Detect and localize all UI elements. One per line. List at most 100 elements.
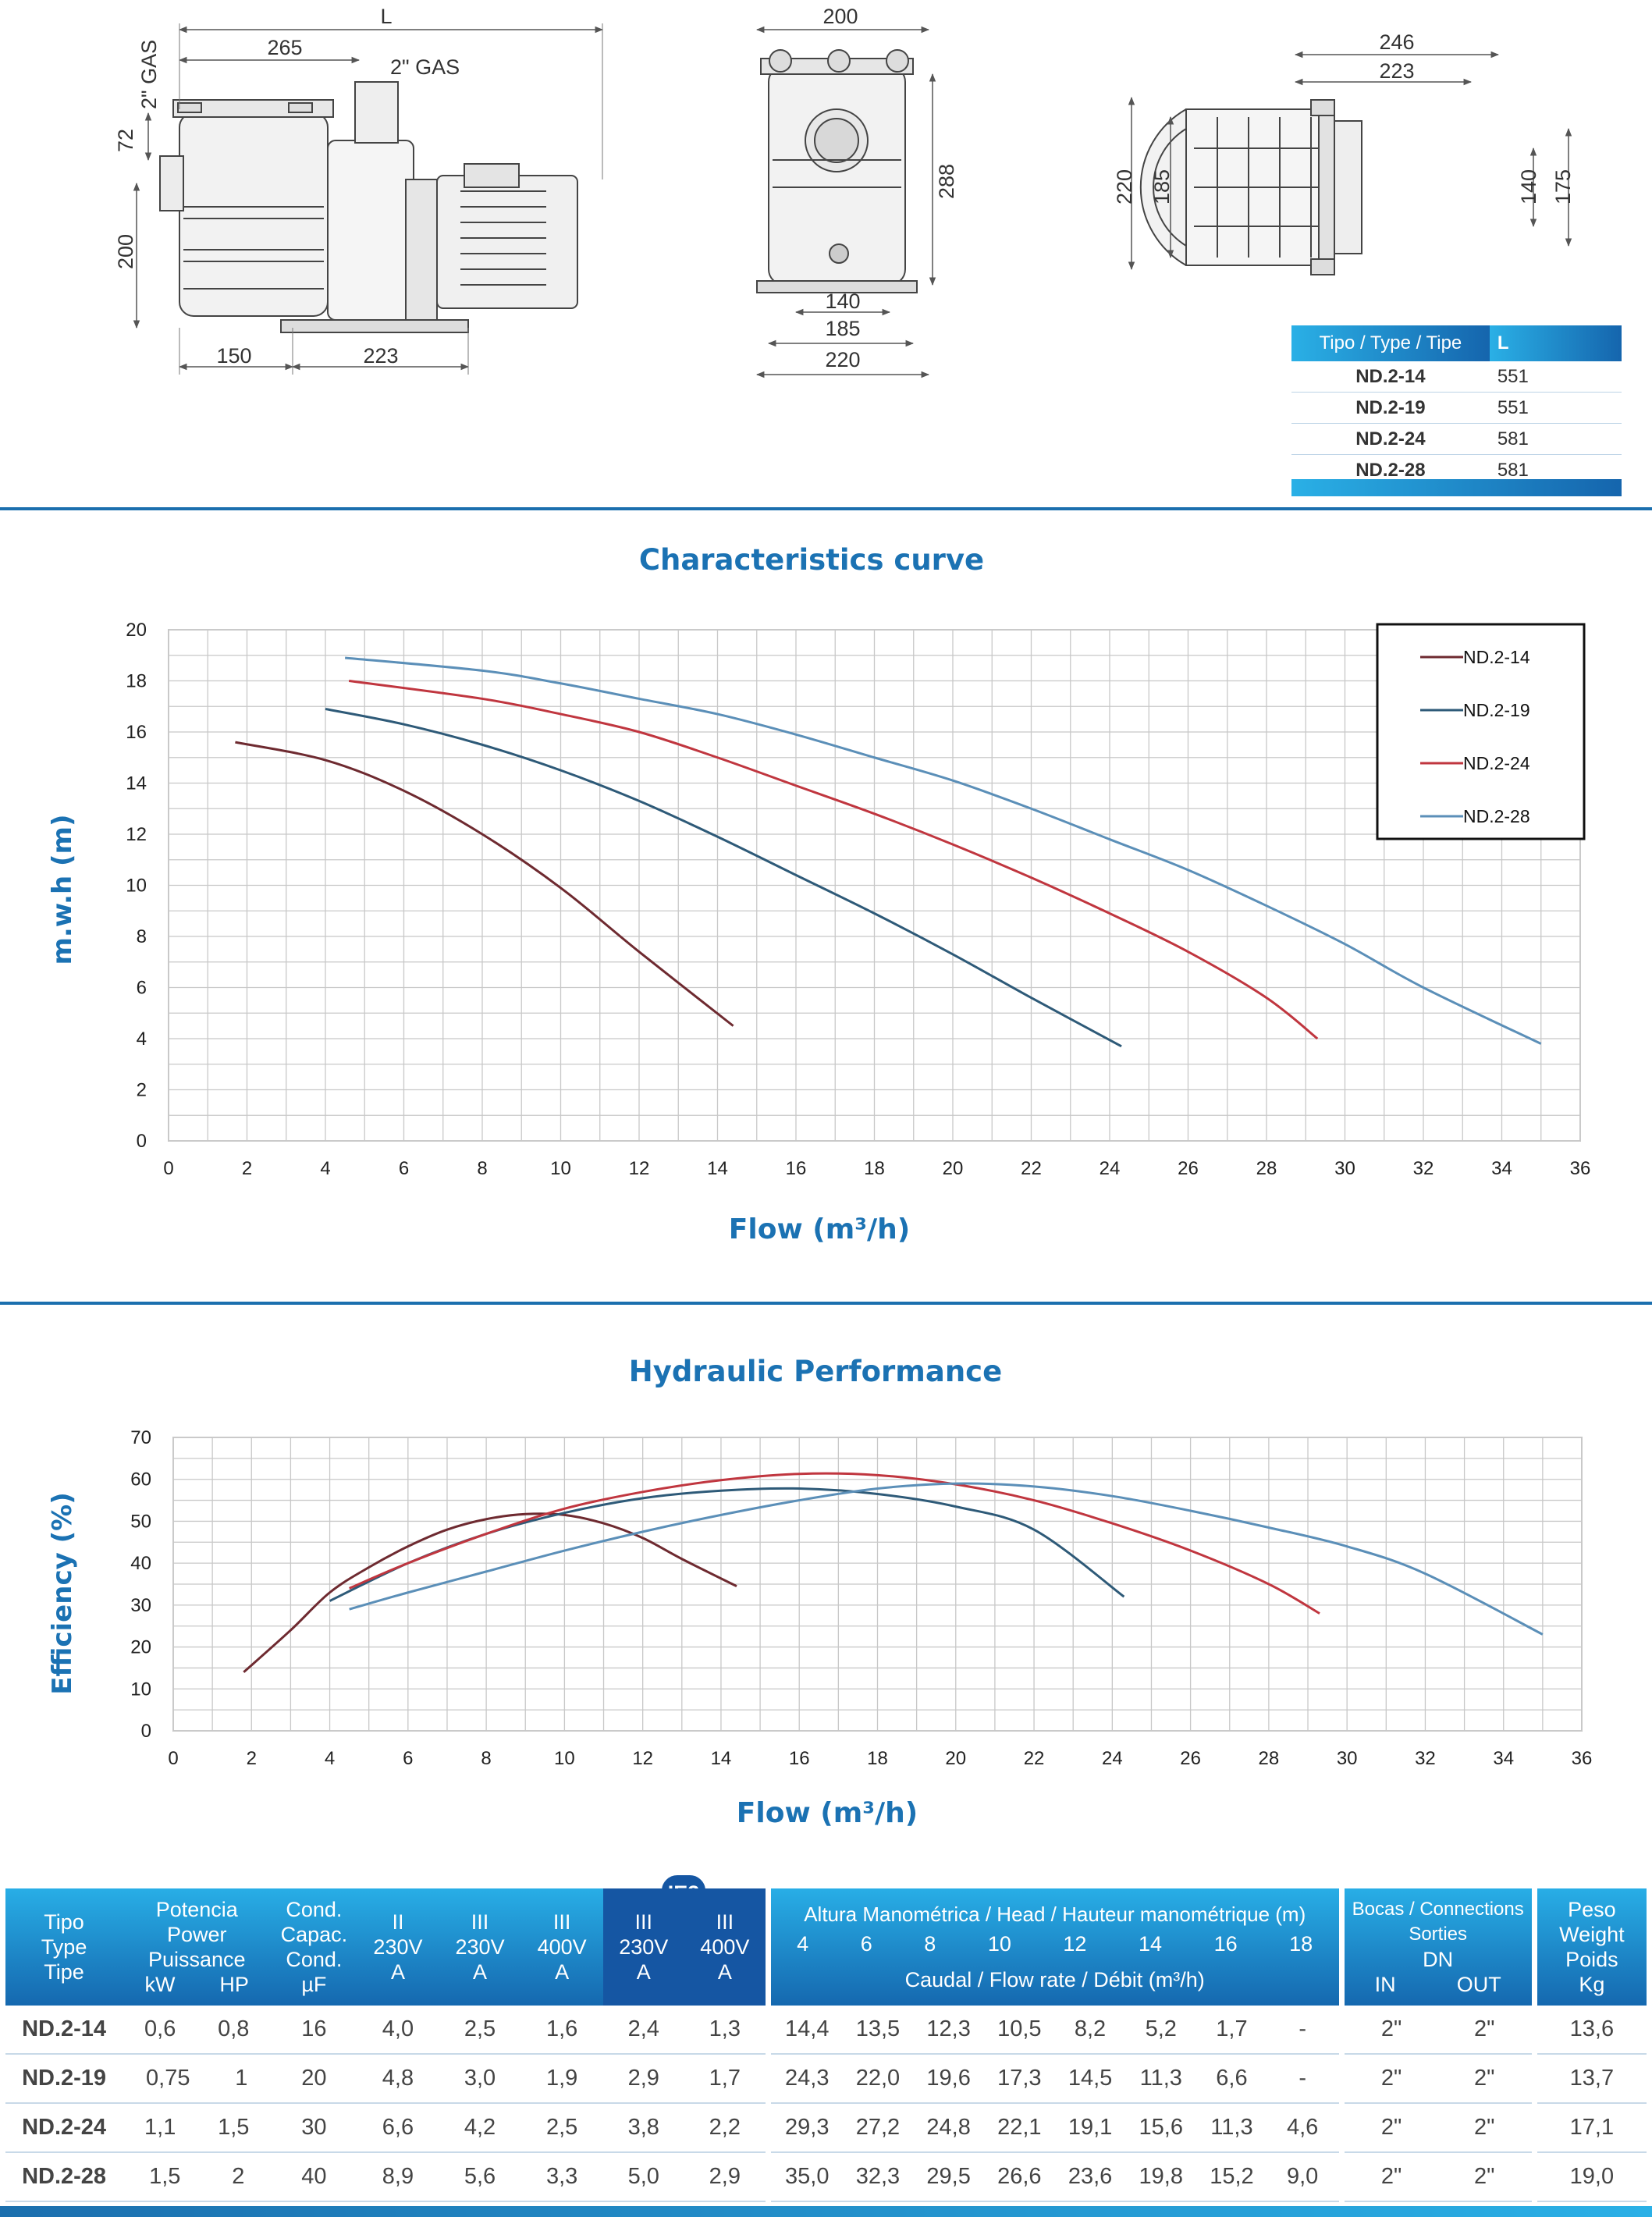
dim-top-223: 223 [1379, 59, 1414, 83]
x-tick-label: 18 [864, 1158, 885, 1179]
header-potencia: Potencia Power Puissance kW HP [123, 1888, 272, 2006]
y-tick-label: 6 [137, 978, 147, 999]
power-kw: 0,6 [144, 2016, 176, 2041]
head-value: 11,3 [1139, 2066, 1182, 2091]
table-cell: 2" 2" [1344, 2104, 1532, 2153]
table-cell: 3,3 [520, 2153, 603, 2202]
table-cell [766, 2153, 771, 2202]
head-value: 29,3 [785, 2115, 830, 2140]
power-hp: 2 [232, 2164, 245, 2189]
header-230v-tri: III 230V A [439, 1888, 521, 2006]
y-tick-label: 10 [126, 876, 147, 897]
table-cell: 35,0 32,3 29,5 26,6 23,6 19,8 15,2 9,0 [770, 2153, 1339, 2202]
table-row: ND.2-19 0,75 1 20 4,8 3,0 1,9 2,9 1,7 24,3 22,0 19,… [5, 2055, 1647, 2104]
table-cell: 3,8 [602, 2104, 684, 2153]
table-cell: 4,0 [357, 2006, 439, 2055]
dim-265: 265 [267, 36, 302, 59]
conn-out: 2" [1474, 2066, 1495, 2091]
x-tick-label: 30 [1334, 1158, 1355, 1179]
x-tick-label: 36 [1570, 1158, 1591, 1179]
x-tick-label: 0 [168, 1748, 178, 1769]
footer-bar [0, 2206, 1652, 2217]
y-tick-label: 10 [130, 1679, 151, 1700]
head-value: 5,2 [1145, 2016, 1177, 2041]
table-cell: 0,6 0,8 [123, 2006, 272, 2055]
x-tick-label: 34 [1493, 1748, 1514, 1769]
dim-72: 72 [114, 129, 137, 152]
table-row: ND.2-14 0,6 0,8 16 4,0 2,5 1,6 2,4 1,3 14,4 13,5 12… [5, 2006, 1647, 2055]
table-cell [1339, 2153, 1345, 2202]
dim-gas-out: 2" GAS [390, 55, 460, 79]
table-cell [1339, 2104, 1345, 2153]
flow-header: 16 [1213, 1932, 1238, 1956]
dim-top-140: 140 [1517, 169, 1540, 204]
head-value: - [1299, 2066, 1306, 2091]
power-kw: 0,75 [146, 2066, 190, 2091]
conn-out: 2" [1474, 2115, 1495, 2140]
head-value: 32,3 [855, 2164, 901, 2189]
y-tick-label: 0 [137, 1131, 147, 1152]
flow-header: 12 [1063, 1932, 1087, 1956]
table-cell: 1,9 [520, 2055, 603, 2104]
x-tick-label: 10 [554, 1748, 575, 1769]
x-tick-label: 32 [1415, 1748, 1436, 1769]
table-cell: 24,3 22,0 19,6 17,3 14,5 11,3 6,6 - [770, 2055, 1339, 2104]
table-row: ND.2-14 551 [1291, 361, 1622, 393]
table-cell: 2,4 [602, 2006, 684, 2055]
side-view-labels: L 265 2" GAS 2" GAS 72 200 150 223 [114, 5, 460, 368]
chart2-ylabel: Efficiency (%) [47, 1492, 78, 1695]
y-tick-label: 20 [126, 620, 147, 641]
dim-200: 200 [114, 234, 137, 269]
x-tick-label: 28 [1259, 1748, 1280, 1769]
section-divider [0, 1302, 1652, 1305]
x-tick-label: 36 [1572, 1748, 1593, 1769]
table-cell: 4,2 [439, 2104, 521, 2153]
y-tick-label: 18 [126, 671, 147, 692]
front-view-labels: 200 288 140 185 220 [822, 5, 958, 371]
table-cell: 4,8 [357, 2055, 439, 2104]
length-table: Tipo / Type / Tipe L ND.2-14 551 ND.2-19 5… [1291, 325, 1622, 486]
table-cell: 1,5 2 [123, 2153, 272, 2202]
x-tick-label: 4 [325, 1748, 335, 1769]
technical-drawings: L 265 2" GAS 2" GAS 72 200 150 223 200 2… [114, 5, 1575, 378]
x-tick-label: 8 [481, 1748, 491, 1769]
x-tick-label: 20 [943, 1158, 964, 1179]
y-tick-label: 16 [126, 722, 147, 743]
y-tick-label: 70 [130, 1427, 151, 1448]
x-tick-label: 10 [550, 1158, 571, 1179]
dim-223: 223 [363, 344, 398, 368]
table-cell: 2,5 [520, 2104, 603, 2153]
table-cell [1532, 2153, 1537, 2202]
head-value: 19,8 [1139, 2164, 1183, 2189]
header-cond: Cond. Capac. Cond. µF [271, 1888, 357, 2006]
legend-entry: ND.2-19 [1463, 700, 1530, 720]
table-cell: 2" 2" [1344, 2055, 1532, 2104]
legend-entry: ND.2-28 [1463, 806, 1530, 826]
head-value: 29,5 [926, 2164, 971, 2189]
x-tick-label: 0 [163, 1158, 173, 1179]
flow-header: 14 [1138, 1932, 1163, 1956]
x-tick-label: 2 [242, 1158, 252, 1179]
legend-entry: ND.2-14 [1463, 647, 1530, 667]
chart2-svg: 0 2 4 6 8 10 12 14 16 18 20 22 24 26 28 30 32 34 360102030… [130, 1427, 1593, 1769]
table-cell: 5,6 [439, 2153, 521, 2202]
table-cell: 2" 2" [1344, 2153, 1532, 2202]
flow-header: 6 [860, 1932, 872, 1956]
x-tick-label: 20 [945, 1748, 966, 1769]
dim-front-140: 140 [825, 290, 860, 313]
header-peso: Peso Weight Poids Kg [1537, 1888, 1647, 2006]
y-tick-label: 50 [130, 1511, 151, 1532]
head-value: 10,5 [997, 2016, 1042, 2041]
series-line-ND.2-24 [348, 680, 1319, 1040]
table-cell [766, 2104, 771, 2153]
table-cell: 6,6 [357, 2104, 439, 2153]
table-cell [766, 2055, 771, 2104]
table-cell [1532, 2006, 1537, 2055]
chart1-ylabel: m.w.h (m) [47, 814, 78, 965]
table-cell: 2,2 [684, 2104, 766, 2153]
series-line-ND.2-14 [235, 741, 734, 1027]
y-tick-label: 30 [130, 1595, 151, 1616]
table-cell: 5,0 [602, 2153, 684, 2202]
table-cell: 0,75 1 [123, 2055, 272, 2104]
conn-in: 2" [1380, 2066, 1402, 2091]
